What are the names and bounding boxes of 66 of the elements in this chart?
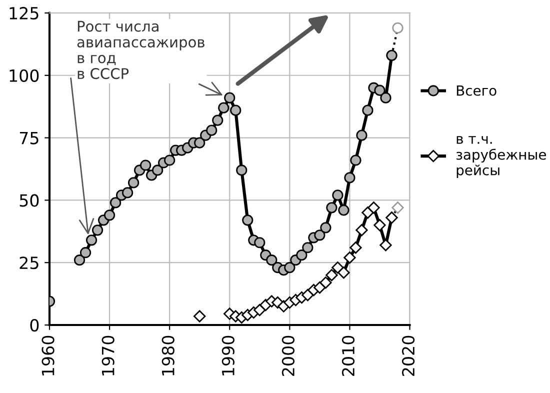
point [74, 254, 86, 266]
legend-label: в т.ч. зарубежные рейсы [456, 136, 546, 178]
point [374, 84, 386, 96]
point [128, 177, 140, 188]
point [320, 222, 332, 234]
point [194, 137, 206, 148]
x-tick-label: 1960 [42, 336, 54, 376]
point [314, 281, 326, 294]
x-tick-label: 1980 [162, 336, 174, 376]
point [236, 164, 248, 176]
point [122, 187, 134, 198]
point [338, 266, 350, 279]
point [332, 190, 344, 201]
point [326, 202, 338, 214]
point [302, 288, 314, 302]
point [350, 154, 362, 166]
legend-label: Всего [456, 85, 496, 96]
point [344, 172, 356, 184]
point [212, 114, 224, 126]
point [110, 197, 122, 208]
point [284, 262, 296, 274]
point [104, 210, 116, 221]
point [230, 104, 242, 116]
point [296, 250, 308, 261]
point [362, 104, 374, 116]
x-tick-label: 2020 [402, 336, 415, 376]
point [374, 219, 386, 232]
point [194, 310, 206, 322]
point [356, 130, 368, 141]
point [350, 242, 362, 254]
x-tick-label: 1990 [222, 336, 234, 376]
x-tick-label: 2010 [342, 336, 355, 376]
y-tick-label: 75 [20, 132, 38, 144]
y-tick-label: 50 [20, 194, 39, 207]
point [242, 214, 254, 226]
point [80, 247, 92, 258]
point [206, 124, 218, 136]
point [152, 164, 164, 176]
point [320, 276, 332, 289]
point [92, 224, 104, 236]
x-tick-label: 1970 [102, 336, 114, 376]
point [380, 239, 392, 252]
y-tick-label: 100 [10, 69, 39, 82]
point [86, 234, 98, 246]
point [356, 224, 368, 236]
point [380, 92, 392, 104]
y-tick-label: 125 [10, 6, 38, 20]
point [266, 254, 278, 266]
point [254, 237, 266, 248]
point [326, 268, 338, 282]
point [140, 160, 152, 171]
y-tick-label: 25 [20, 256, 38, 270]
point [254, 304, 266, 316]
point [302, 242, 314, 254]
point [392, 22, 404, 34]
point [344, 252, 356, 264]
point [338, 204, 350, 216]
annotation: Рост числа авиапассажиров в год в СССР [77, 20, 204, 80]
point [314, 230, 326, 241]
point [164, 154, 176, 166]
point [218, 102, 230, 114]
point [392, 202, 404, 214]
x-tick-label: 2000 [282, 336, 295, 376]
point [368, 202, 380, 214]
y-tick-label: 0 [30, 318, 39, 332]
point [224, 92, 236, 104]
